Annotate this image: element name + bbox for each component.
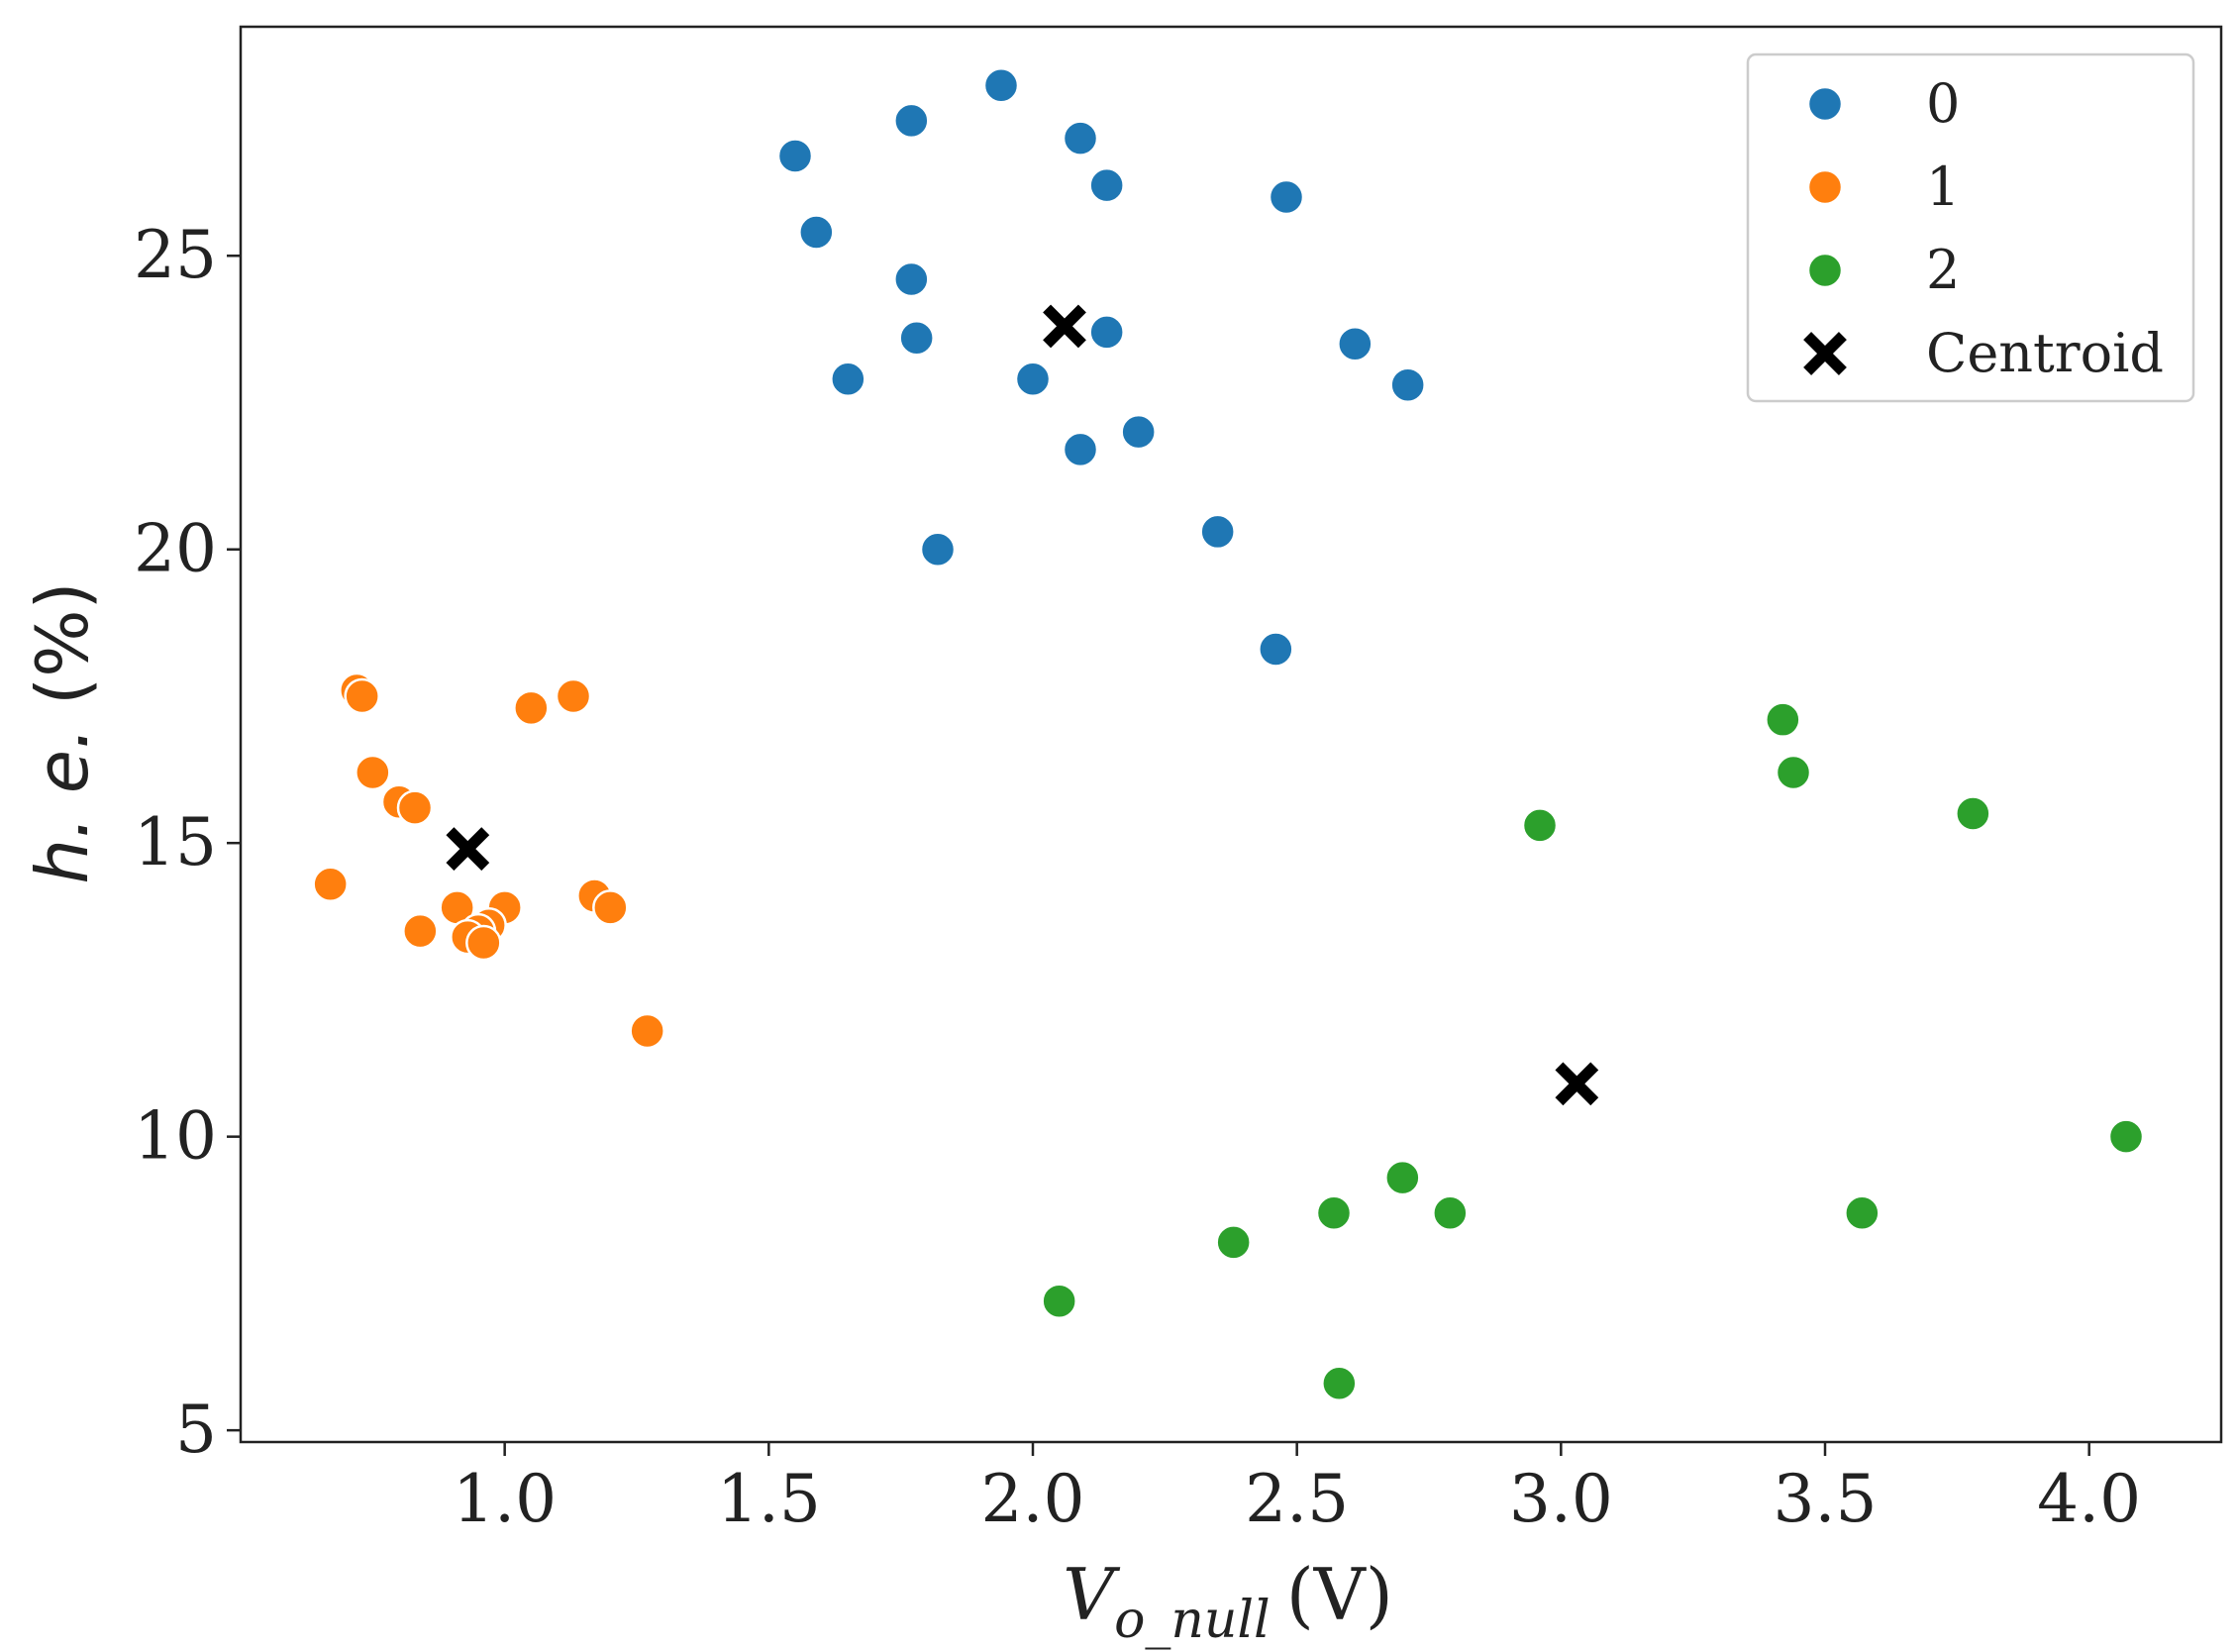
data-point (1775, 754, 1812, 791)
data-point (1321, 1365, 1358, 1401)
x-axis-label-subscript: o_null (1114, 1591, 1271, 1650)
data-point (1765, 701, 1801, 738)
x-tick-label: 4.0 (2037, 1461, 2141, 1537)
data-point (2107, 1118, 2145, 1155)
data-point (355, 754, 391, 791)
data-point (1014, 361, 1052, 398)
data-point (1088, 166, 1125, 204)
y-tick-label: 15 (134, 804, 217, 880)
data-point (1258, 631, 1294, 668)
y-tick-label: 20 (134, 511, 217, 587)
y-axis-label: h. e. (%) (21, 581, 104, 883)
data-point (1844, 1194, 1881, 1232)
data-point (555, 677, 592, 715)
data-point (592, 889, 629, 926)
legend-marker (1806, 252, 1844, 289)
legend-label: 2 (1926, 239, 1960, 301)
legend-item: 1 (1806, 155, 1960, 218)
x-tick-label: 3.0 (1509, 1461, 1613, 1537)
data-point (1088, 314, 1125, 351)
legend-centroid-icon (1798, 327, 1852, 380)
legend-label: 0 (1926, 72, 1960, 135)
data-point (1199, 513, 1236, 551)
series-centroid (442, 300, 1603, 1110)
data-point (1384, 1159, 1421, 1196)
data-point (1062, 120, 1099, 156)
series-1 (312, 671, 665, 1050)
y-tick-label: 25 (134, 217, 217, 293)
data-point (893, 102, 930, 140)
data-point (776, 138, 814, 174)
x-tick-label: 3.5 (1774, 1461, 1878, 1537)
data-point (893, 260, 930, 298)
data-point (1062, 431, 1099, 468)
x-tick-label: 2.0 (981, 1461, 1085, 1537)
x-tick-label: 1.0 (453, 1461, 557, 1537)
data-point (1120, 413, 1157, 451)
legend-item: Centroid (1798, 322, 2164, 384)
x-axis-label: Vo_null (V) (1063, 1553, 1393, 1650)
data-point (396, 789, 434, 826)
x-axis-ticks: 1.0 1.5 2.0 2.5 3.0 3.5 4.0 (453, 1442, 2141, 1537)
data-point (1432, 1194, 1469, 1232)
legend-label: Centroid (1926, 322, 2164, 384)
legend-label: 1 (1926, 155, 1960, 218)
data-point (1215, 1224, 1252, 1261)
x-tick-label: 2.5 (1245, 1461, 1349, 1537)
data-point (830, 361, 866, 398)
legend: 0 1 2 Centroid (1746, 52, 2195, 403)
legend-item: 0 (1806, 72, 1960, 135)
x-axis-label-main: V (1063, 1553, 1121, 1636)
y-axis-label-main: h. e. (21, 727, 104, 884)
legend-box (1746, 52, 2195, 403)
y-axis-label-unit: (%) (21, 581, 104, 705)
centroid-marker (1038, 300, 1091, 353)
legend-marker (1806, 85, 1844, 123)
x-tick-label: 1.5 (717, 1461, 821, 1537)
y-tick-label: 5 (175, 1392, 217, 1468)
x-axis-label-unit: (V) (1286, 1553, 1393, 1636)
data-point (1041, 1283, 1077, 1319)
data-point (1389, 366, 1426, 403)
y-axis-ticks: 5 10 15 20 25 (134, 217, 241, 1468)
data-point (798, 214, 835, 251)
centroid-marker (1551, 1058, 1603, 1110)
data-point (465, 924, 502, 962)
data-point (402, 912, 439, 950)
data-point (982, 67, 1020, 104)
data-point (1315, 1194, 1353, 1232)
data-point (344, 677, 380, 715)
data-point (312, 866, 349, 902)
y-tick-label: 10 (134, 1098, 217, 1175)
data-points (312, 67, 2145, 1401)
centroid-marker (442, 823, 494, 876)
data-point (919, 531, 957, 568)
data-point (629, 1012, 665, 1050)
data-point (513, 689, 550, 727)
data-point (1337, 325, 1373, 362)
data-point (898, 320, 935, 357)
data-point (1955, 795, 1991, 832)
data-point (1521, 807, 1559, 844)
series-2 (1041, 701, 2145, 1401)
data-point (1268, 178, 1305, 216)
series-0 (776, 67, 1426, 668)
legend-item: 2 (1806, 239, 1960, 301)
legend-marker (1806, 168, 1844, 206)
